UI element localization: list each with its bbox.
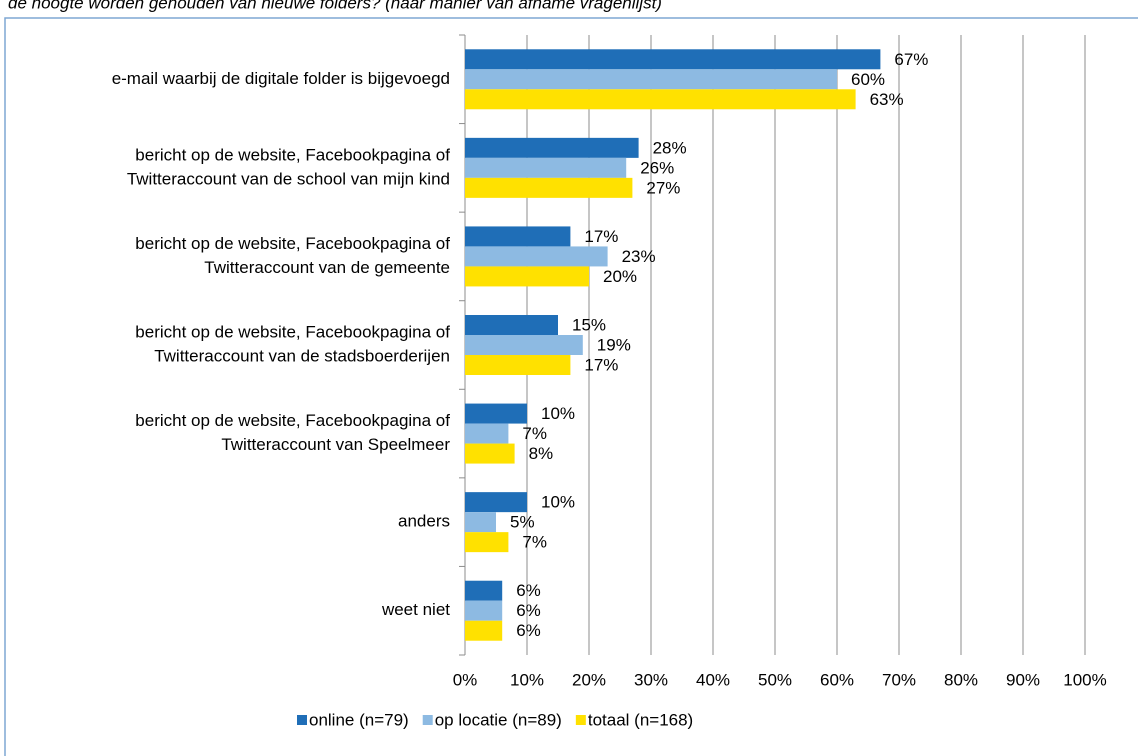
y-tick-label: weet niet bbox=[381, 600, 450, 619]
data-label: 19% bbox=[597, 335, 631, 354]
data-label: 5% bbox=[510, 513, 535, 532]
legend-swatch bbox=[297, 715, 307, 725]
data-label: 63% bbox=[870, 90, 904, 109]
data-label: 7% bbox=[522, 424, 547, 443]
bar bbox=[465, 89, 856, 110]
data-label: 23% bbox=[622, 247, 656, 266]
bar bbox=[465, 620, 503, 641]
bar bbox=[465, 492, 527, 513]
data-label: 17% bbox=[584, 227, 618, 246]
legend-label: op locatie (n=89) bbox=[435, 710, 562, 729]
x-tick-label: 40% bbox=[696, 670, 730, 689]
data-label: 60% bbox=[851, 70, 885, 89]
data-label: 6% bbox=[516, 621, 541, 640]
x-tick-label: 0% bbox=[453, 670, 478, 689]
bar bbox=[465, 266, 589, 287]
bar bbox=[465, 423, 509, 444]
legend-label: totaal (n=168) bbox=[588, 710, 693, 729]
y-tick-label: bericht op de website, Facebookpagina of bbox=[135, 145, 450, 164]
legend-swatch bbox=[575, 715, 586, 725]
data-label: 7% bbox=[522, 533, 547, 552]
y-tick-label: Twitteraccount van de stadsboerderijen bbox=[154, 346, 450, 365]
data-label: 26% bbox=[640, 158, 674, 177]
data-label: 67% bbox=[894, 50, 928, 69]
legend-label: online (n=79) bbox=[309, 710, 409, 729]
data-label: 6% bbox=[516, 601, 541, 620]
bar bbox=[465, 403, 527, 424]
x-tick-label: 80% bbox=[944, 670, 978, 689]
y-tick-label: Twitteraccount van Speelmeer bbox=[221, 435, 450, 454]
bar bbox=[465, 443, 515, 464]
bar bbox=[465, 49, 881, 70]
bar bbox=[465, 580, 503, 601]
data-label: 17% bbox=[584, 355, 618, 374]
y-tick-label: anders bbox=[398, 512, 450, 531]
bar bbox=[465, 157, 627, 178]
data-label: 10% bbox=[541, 404, 575, 423]
legend-swatch bbox=[422, 715, 433, 725]
y-tick-label: bericht op de website, Facebookpagina of bbox=[135, 234, 450, 253]
data-label: 27% bbox=[646, 178, 680, 197]
bar bbox=[465, 137, 639, 158]
y-tick-label: bericht op de website, Facebookpagina of bbox=[135, 322, 450, 341]
chart-subtitle: de hoogte worden gehouden van nieuwe fol… bbox=[8, 0, 662, 12]
y-tick-label: Twitteraccount van de school van mijn ki… bbox=[127, 169, 450, 188]
data-label: 6% bbox=[516, 581, 541, 600]
bar bbox=[465, 335, 583, 355]
y-tick-label: e-mail waarbij de digitale folder is bij… bbox=[112, 69, 450, 88]
data-label: 28% bbox=[653, 138, 687, 157]
x-tick-label: 100% bbox=[1063, 670, 1106, 689]
data-label: 20% bbox=[603, 267, 637, 286]
bar bbox=[465, 69, 837, 90]
data-label: 15% bbox=[572, 315, 606, 334]
x-tick-label: 70% bbox=[882, 670, 916, 689]
bar bbox=[465, 600, 503, 621]
bar bbox=[465, 246, 608, 267]
chart-frame bbox=[4, 17, 1138, 756]
data-label: 10% bbox=[541, 493, 575, 512]
bar bbox=[465, 355, 571, 375]
data-label: 8% bbox=[529, 444, 554, 463]
x-tick-label: 50% bbox=[758, 670, 792, 689]
bar bbox=[465, 177, 633, 198]
y-tick-label: Twitteraccount van de gemeente bbox=[204, 258, 450, 277]
x-tick-label: 90% bbox=[1006, 670, 1040, 689]
x-tick-label: 10% bbox=[510, 670, 544, 689]
bar bbox=[465, 532, 509, 553]
bar bbox=[465, 226, 571, 247]
y-tick-label: bericht op de website, Facebookpagina of bbox=[135, 411, 450, 430]
bar bbox=[465, 315, 558, 335]
x-tick-label: 30% bbox=[634, 670, 668, 689]
bar bbox=[465, 512, 496, 533]
x-tick-label: 60% bbox=[820, 670, 854, 689]
x-tick-label: 20% bbox=[572, 670, 606, 689]
